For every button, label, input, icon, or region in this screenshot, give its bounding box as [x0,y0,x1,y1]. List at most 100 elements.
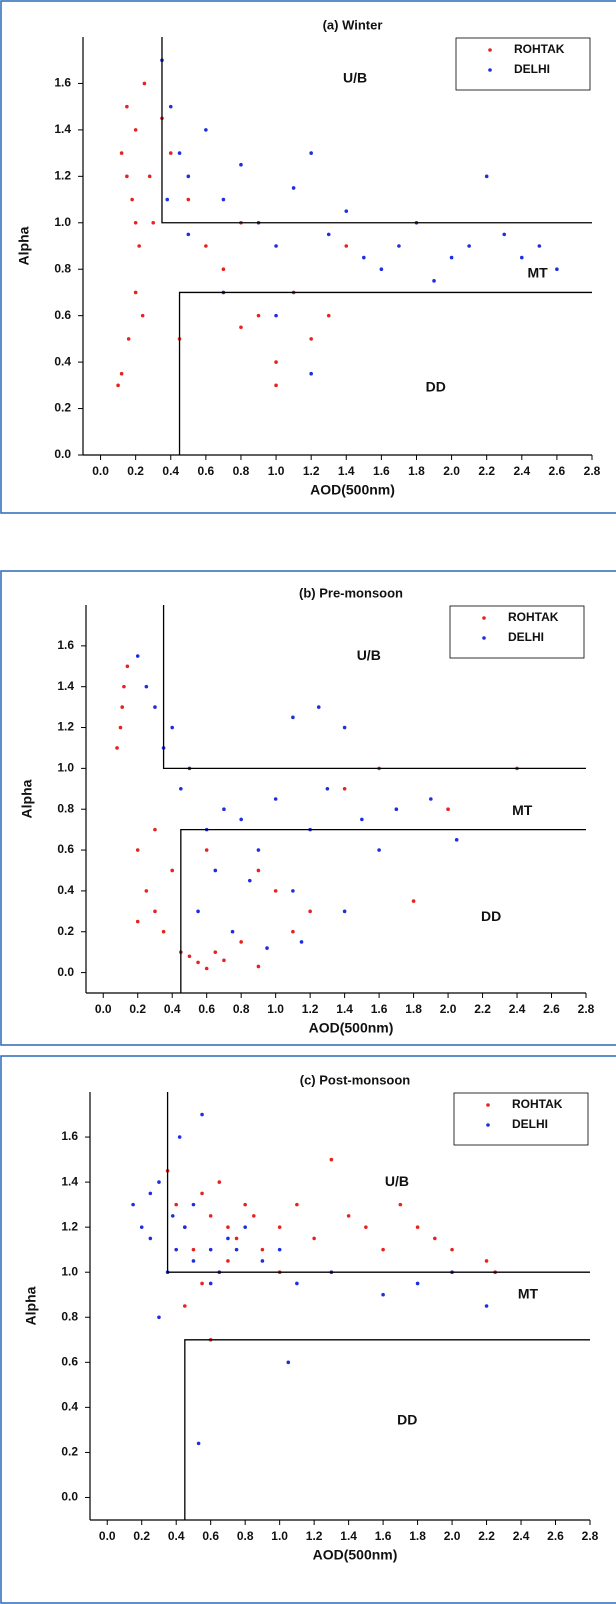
point [256,964,261,969]
point [200,1191,204,1196]
y-tick-label: 1.2 [57,720,74,734]
point [151,220,156,225]
x-tick-label: 0.8 [237,1529,254,1543]
point [364,1225,368,1229]
point [274,383,278,388]
point [153,827,157,832]
point [432,279,436,283]
y-tick-label: 0.6 [61,1354,78,1368]
point [230,929,235,934]
x-tick-label: 0.8 [233,1002,250,1016]
point [234,1247,239,1252]
point [135,848,140,852]
y-tick-label: 0.4 [54,354,71,368]
x-tick-label: 0.0 [95,1002,112,1016]
x-tick-label: 0.8 [233,464,250,478]
point [122,684,126,689]
point [183,1225,187,1229]
point [118,725,123,730]
x-tick-label: 1.2 [306,1529,323,1543]
chart-title: (b) Pre-monsoon [299,585,403,600]
point [234,1236,239,1241]
y-tick-label: 0.8 [61,1309,78,1323]
point [291,889,295,893]
x-tick-label: 1.8 [409,1529,426,1543]
legend-symbol [486,1103,490,1107]
y-tick-label: 1.0 [54,215,71,229]
point [397,244,401,248]
point [484,174,489,179]
point [295,1281,299,1286]
point [222,807,226,812]
x-tick-label: 1.0 [271,1529,288,1543]
point [204,966,209,971]
point [256,868,261,873]
point [226,1236,230,1241]
x-axis-label: AOD(500nm) [313,1547,398,1563]
region-boundary [162,605,586,770]
point [454,838,459,842]
x-tick-label: 1.0 [267,1002,284,1016]
y-tick-label: 1.4 [54,122,71,136]
point [133,290,138,295]
point [329,1157,334,1162]
x-tick-label: 0.4 [162,464,179,478]
panel: 0.0 0.2 0.4 0.6 0.8 1.0 1.2 1.4 1.6 1.8 2.0 2.2 2.4 2… [0,570,616,1046]
y-axis-label: Alpha [16,226,32,265]
point [177,151,182,155]
x-tick-label: 0.4 [164,1002,181,1016]
point [165,197,170,202]
y-tick-label: 0.4 [57,883,74,897]
point [277,1247,282,1252]
x-tick-label: 1.2 [303,464,320,478]
point [274,313,278,318]
region-label: DD [426,378,446,394]
x-tick-label: 2.8 [584,464,601,478]
y-tick-label: 0.2 [61,1445,78,1459]
legend-symbol [482,636,486,640]
point [309,151,313,155]
x-tick-label: 1.6 [371,1002,388,1016]
point [133,128,138,132]
region-label: U/B [343,70,367,86]
point [213,950,218,954]
legend-box [449,605,585,659]
point [144,684,149,689]
panel-border [0,1055,616,1604]
point [186,232,191,237]
point [148,1236,153,1241]
point [200,1281,204,1286]
point [196,909,200,914]
point [433,1236,437,1241]
y-tick-label: 0.0 [54,447,71,461]
region-boundary [166,1092,590,1273]
legend-box [453,1092,589,1146]
point [286,1360,291,1365]
point [239,817,243,822]
point [196,960,200,965]
point [153,705,157,709]
point [450,1247,454,1252]
x-tick-label: 2.0 [443,464,460,478]
point [125,174,129,179]
point [326,313,331,318]
region-label: U/B [357,647,381,663]
y-tick-label: 0.4 [61,1400,78,1414]
point [274,360,278,364]
x-tick-label: 2.2 [478,464,495,478]
y-tick-label: 1.4 [57,679,74,693]
point [239,325,243,330]
point [135,654,140,658]
point [226,1259,230,1263]
x-tick-label: 2.6 [547,1529,564,1543]
point [449,255,454,260]
point [260,1247,265,1252]
point [168,151,173,155]
point [277,1225,282,1229]
point [273,889,278,893]
point [191,1247,196,1252]
x-tick-label: 2.2 [478,1529,495,1543]
region-label: U/B [385,1173,409,1189]
point [291,715,295,720]
